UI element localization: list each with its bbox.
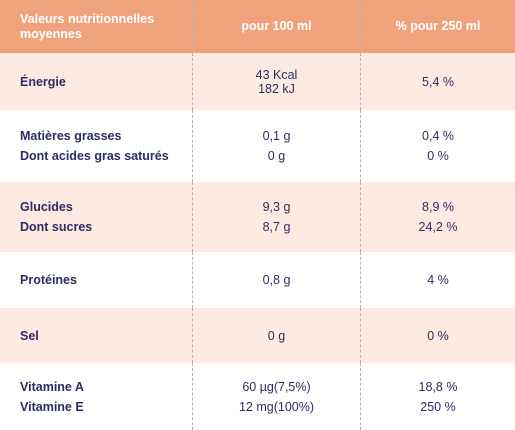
value-per-100ml: 0 g [267,149,286,163]
table-header: Valeurs nutritionnelles moyennes pour 10… [0,0,515,53]
header-percent-250ml: % pour 250 ml [361,0,515,53]
value-percent-250ml: 18,8 % [418,379,458,394]
header-label: % pour 250 ml [395,19,481,33]
value-per-100ml: 9,3 g [262,200,291,214]
nutrient-label: Vitamine A [20,379,84,394]
nutrient-label: Sel [20,328,39,343]
nutrient-label: Énergie [20,74,66,89]
value-per-100ml: 182 kJ [258,81,295,96]
value-per-100ml: 0,1 g [262,129,291,143]
header-label: pour 100 ml [241,19,312,33]
value-per-100ml: 0 g [267,328,286,343]
value-per-100ml: 43 Kcal [255,67,298,82]
value-percent-250ml: 24,2 % [418,220,458,234]
header-label: Valeurs nutritionnelles moyennes [20,11,155,41]
value-per-100ml: 12 mg(100%) [238,399,315,414]
table-row-salt: Sel 0 g 0 % [0,308,515,363]
value-percent-250ml: 250 % [420,399,456,414]
table-row-carbohydrates: Glucides Dont sucres 9,3 g 8,7 g 8,9 % 2… [0,182,515,252]
nutrient-label: Protéines [20,273,77,287]
nutrient-label: Dont sucres [20,220,93,234]
header-nutrition-values: Valeurs nutritionnelles moyennes [0,0,193,53]
table-row-fat: Matières grasses Dont acides gras saturé… [0,110,515,182]
nutrient-label: Glucides [20,200,73,214]
table-row-energy: Énergie 43 Kcal 182 kJ 5,4 % [0,53,515,110]
value-per-100ml: 60 µg(7,5%) [242,379,311,394]
nutrient-label: Matières grasses [20,129,122,143]
header-per-100ml: pour 100 ml [193,0,361,53]
value-percent-250ml: 8,9 % [422,200,454,214]
nutrient-label: Dont acides gras saturés [20,149,169,163]
value-percent-250ml: 5,4 % [422,74,454,89]
table-row-vitamins: Vitamine A Vitamine E 60 µg(7,5%) 12 mg(… [0,363,515,430]
value-percent-250ml: 0 % [427,149,449,163]
value-per-100ml: 8,7 g [262,220,291,234]
value-percent-250ml: 0,4 % [422,129,454,143]
value-percent-250ml: 4 % [427,273,449,287]
nutrient-label: Vitamine E [20,399,84,414]
value-per-100ml: 0,8 g [262,273,291,287]
value-percent-250ml: 0 % [427,328,449,343]
table-row-protein: Protéines 0,8 g 4 % [0,252,515,308]
